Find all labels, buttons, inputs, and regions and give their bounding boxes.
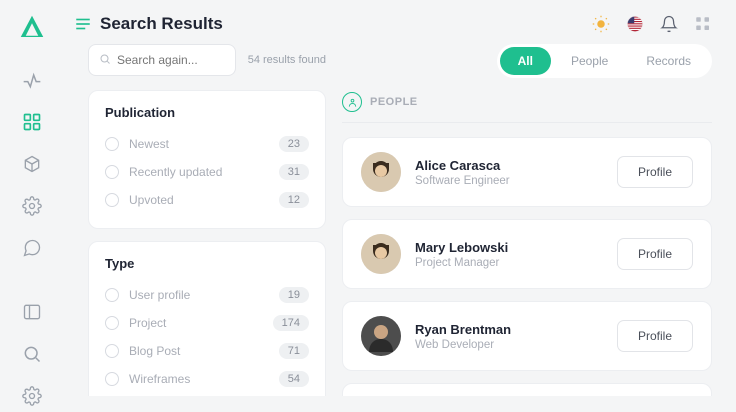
profile-button[interactable]: Profile (617, 156, 693, 188)
filter-item-wireframes[interactable]: Wireframes 54 (105, 365, 309, 393)
chat-icon[interactable] (22, 238, 42, 258)
grid-icon[interactable] (22, 112, 42, 132)
header-left: Search Results (74, 14, 223, 34)
filter-item-project[interactable]: Project 174 (105, 309, 309, 337)
main-content: Search Results (64, 0, 736, 412)
bell-icon[interactable] (660, 15, 678, 33)
filter-item-upvoted[interactable]: Upvoted 12 (105, 186, 309, 214)
filter-title: Type (105, 256, 309, 271)
header: Search Results (64, 0, 736, 44)
radio-icon[interactable] (105, 344, 119, 358)
filter-item-newest[interactable]: Newest 23 (105, 130, 309, 158)
body-content: 54 results found Publication Newest 23 (64, 44, 736, 412)
person-role: Software Engineer (415, 175, 510, 187)
sun-icon[interactable] (592, 15, 610, 33)
avatar-icon (361, 234, 401, 274)
tab-group: All People Records (497, 44, 712, 78)
search-sidebar-icon[interactable] (22, 344, 42, 364)
page-title: Search Results (100, 14, 223, 34)
app-root: Search Results (0, 0, 736, 412)
filter-item-recently-updated[interactable]: Recently updated 31 (105, 158, 309, 186)
person-name: Mary Lebowski (415, 240, 508, 255)
profile-button[interactable]: Profile (617, 238, 693, 270)
apps-grid-icon[interactable] (694, 15, 712, 33)
tab-records[interactable]: Records (628, 47, 709, 75)
hamburger-icon[interactable] (74, 15, 92, 33)
person-name: Alice Carasca (415, 158, 510, 173)
brand-logo-icon (17, 12, 47, 42)
filters-column: 54 results found Publication Newest 23 (88, 44, 326, 396)
filter-item-files[interactable]: Files 8 (105, 393, 309, 396)
radio-icon[interactable] (105, 288, 119, 302)
results-found-label: 54 results found (248, 54, 326, 66)
avatar-icon (361, 316, 401, 356)
results-column: All People Records PEOPLE (342, 44, 712, 396)
tab-people[interactable]: People (553, 47, 626, 75)
tabs-row: All People Records (342, 44, 712, 78)
person-card-3[interactable]: Irina Vierbovsky Project Manager Profile (342, 383, 712, 396)
search-row: 54 results found (88, 44, 326, 76)
settings-icon[interactable] (22, 386, 42, 406)
profile-button[interactable]: Profile (617, 320, 693, 352)
radio-icon[interactable] (105, 137, 119, 151)
tab-all[interactable]: All (500, 47, 551, 75)
radio-icon[interactable] (105, 316, 119, 330)
person-role: Project Manager (415, 257, 508, 269)
people-label: PEOPLE (370, 96, 418, 108)
header-icons (592, 15, 712, 33)
people-section-header: PEOPLE (342, 92, 712, 123)
filter-item-user-profile[interactable]: User profile 19 (105, 281, 309, 309)
sidebar (0, 0, 64, 412)
cube-icon[interactable] (22, 154, 42, 174)
avatar-icon (361, 152, 401, 192)
person-icon (342, 92, 362, 112)
person-card-1[interactable]: Mary Lebowski Project Manager Profile (342, 219, 712, 289)
person-role: Web Developer (415, 339, 511, 351)
person-list: Alice Carasca Software Engineer Profile (342, 137, 712, 396)
person-card-0[interactable]: Alice Carasca Software Engineer Profile (342, 137, 712, 207)
us-flag-icon[interactable] (626, 15, 644, 33)
person-card-2[interactable]: Ryan Brentman Web Developer Profile (342, 301, 712, 371)
filter-section-type: Type User profile 19 Project 174 (88, 241, 326, 396)
search-again-input[interactable] (88, 44, 236, 76)
filter-title: Publication (105, 105, 309, 120)
gear-icon[interactable] (22, 196, 42, 216)
radio-icon[interactable] (105, 193, 119, 207)
filter-section-publication: Publication Newest 23 Recently updated (88, 90, 326, 229)
search-icon (99, 53, 111, 67)
radio-icon[interactable] (105, 165, 119, 179)
person-name: Ryan Brentman (415, 322, 511, 337)
activity-icon[interactable] (22, 70, 42, 90)
filter-item-blog-post[interactable]: Blog Post 71 (105, 337, 309, 365)
radio-icon[interactable] (105, 372, 119, 386)
panel-icon[interactable] (22, 302, 42, 322)
